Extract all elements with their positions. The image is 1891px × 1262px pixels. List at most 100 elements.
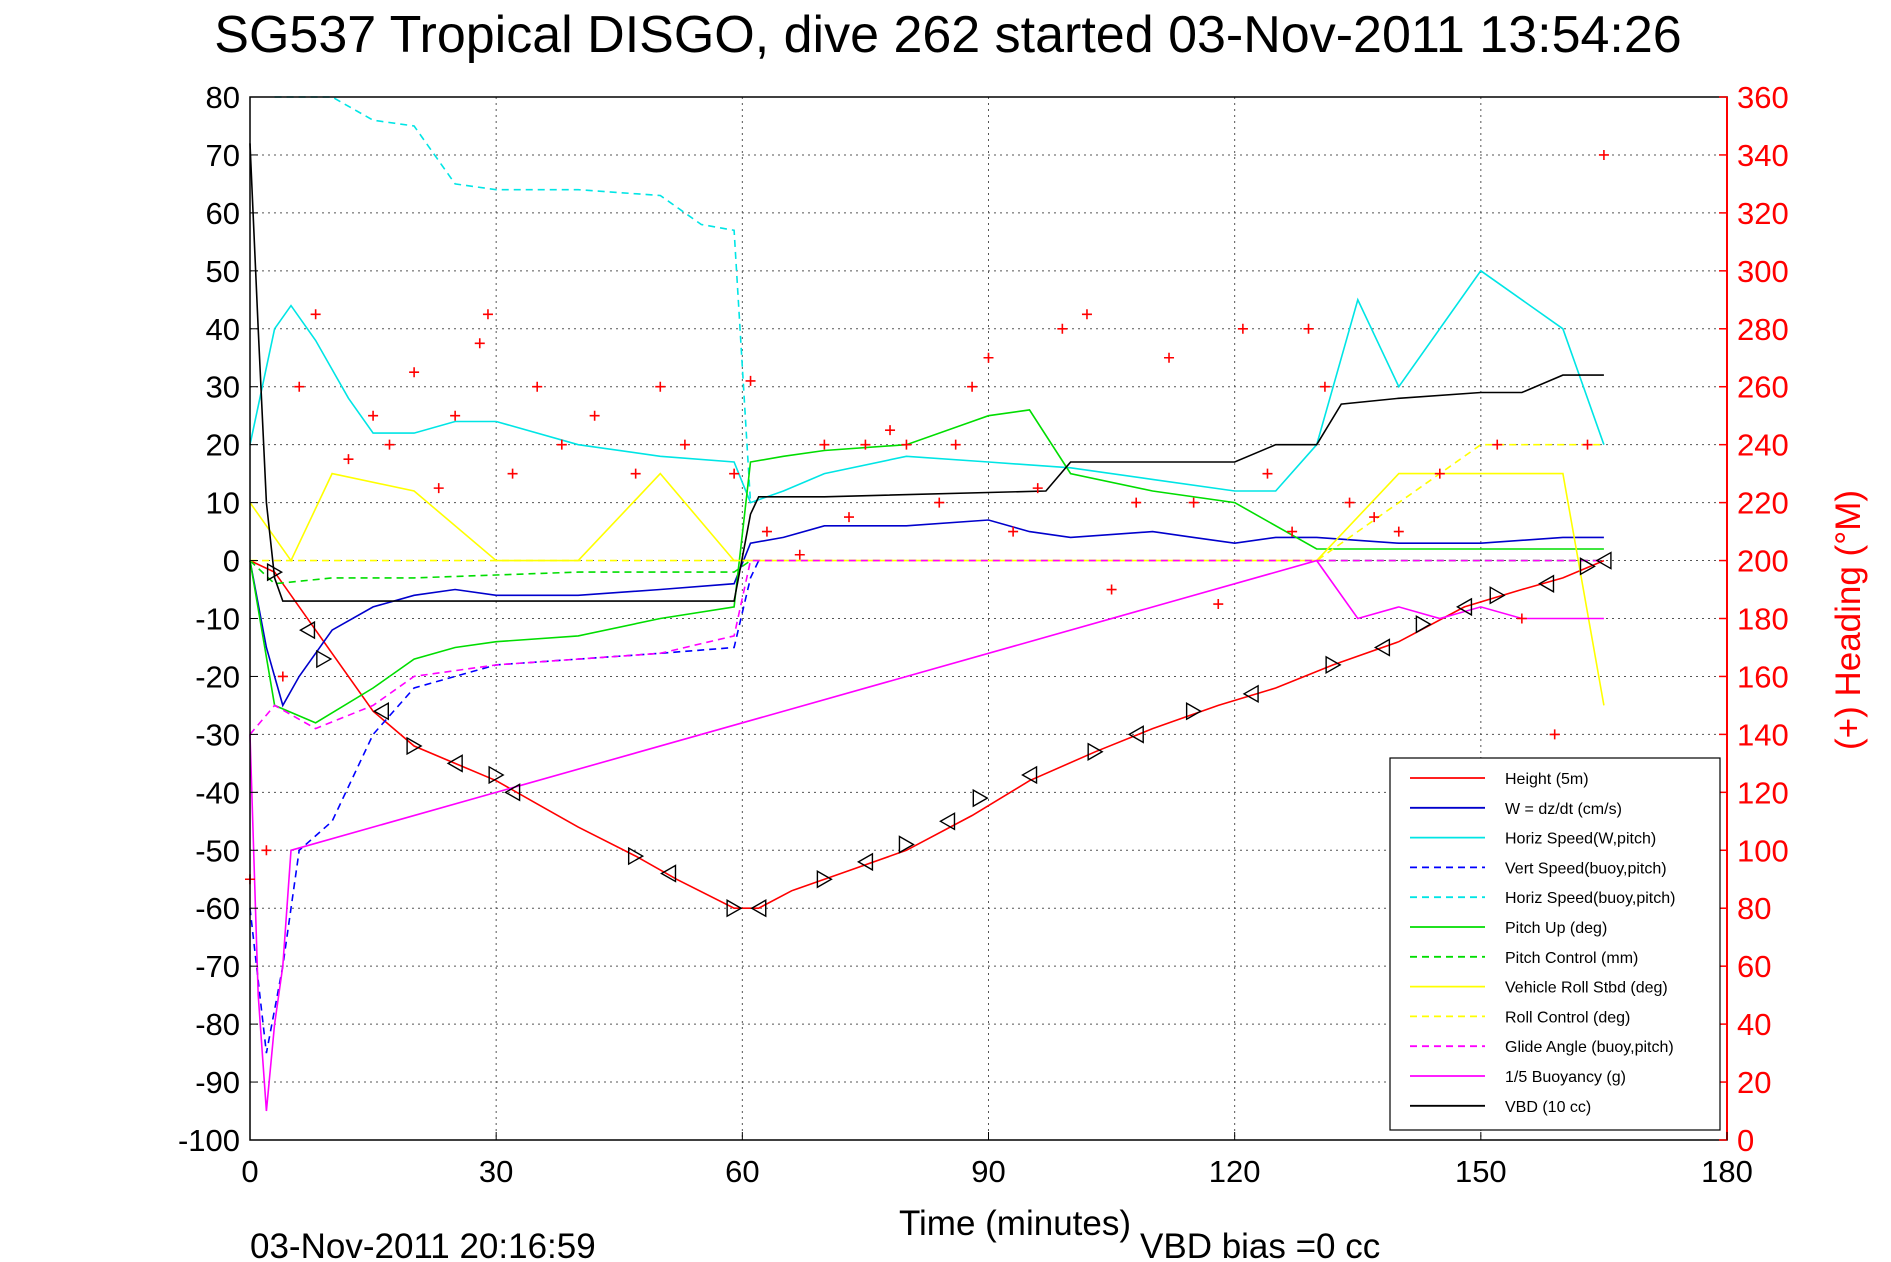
heading-point <box>819 439 830 450</box>
height-marker <box>299 620 316 640</box>
heading-point <box>294 381 305 392</box>
heading-point <box>1393 526 1404 537</box>
height-marker <box>1489 586 1506 605</box>
y-left-tick-label: -30 <box>195 717 240 752</box>
series-line-3 <box>249 560 760 1054</box>
x-tick-label: 120 <box>1209 1154 1261 1189</box>
y-left-tick-label: -90 <box>195 1065 240 1100</box>
legend-label: 1/5 Buoyancy (g) <box>1505 1069 1626 1086</box>
heading-point <box>983 352 994 363</box>
height-marker <box>660 864 677 883</box>
x-axis-label: Time (minutes) <box>899 1204 1131 1243</box>
y-right-tick-label: 0 <box>1737 1123 1754 1158</box>
heading-point <box>556 439 567 450</box>
y-right-tick-label: 340 <box>1737 138 1789 173</box>
heading-point <box>679 439 690 450</box>
height-marker <box>1456 597 1473 617</box>
height-marker <box>488 765 505 785</box>
heading-point <box>655 381 666 392</box>
series-line-11 <box>249 143 1604 602</box>
y-left-tick-label: 60 <box>206 196 240 231</box>
height-marker <box>1325 655 1342 675</box>
y-right-tick-label: 240 <box>1737 428 1789 463</box>
heading-point <box>532 381 543 392</box>
heading-point <box>1213 599 1224 610</box>
heading-point <box>507 468 518 479</box>
height-marker <box>1415 615 1432 634</box>
height-marker <box>1373 638 1391 657</box>
height-marker <box>898 835 915 854</box>
heading-point <box>343 454 354 465</box>
heading-point <box>901 439 912 450</box>
height-marker <box>1185 702 1203 721</box>
height-marker <box>406 736 423 756</box>
heading-point <box>1106 584 1117 595</box>
heading-marker-layer <box>245 149 1609 885</box>
footer-timestamp: 03-Nov-2011 20:16:59 <box>250 1227 596 1262</box>
y-left-tick-label: -70 <box>195 949 240 984</box>
x-tick-label: 60 <box>725 1154 759 1189</box>
y-right-tick-label: 280 <box>1737 312 1789 347</box>
y-right-tick-label: 320 <box>1737 196 1789 231</box>
y-left-tick-label: 80 <box>206 80 240 115</box>
y-left-tick-label: 20 <box>206 428 240 463</box>
series-line-6 <box>249 559 1604 585</box>
heading-point <box>1434 468 1445 479</box>
height-marker <box>857 852 874 872</box>
heading-point <box>967 381 978 392</box>
heading-point <box>261 845 272 856</box>
heading-point <box>450 410 461 421</box>
y-right-tick-label: 140 <box>1737 717 1789 752</box>
heading-point <box>950 439 961 450</box>
heading-point <box>844 512 855 523</box>
legend-label: Horiz Speed(W,pitch) <box>1505 831 1656 848</box>
x-tick-label: 30 <box>479 1154 513 1189</box>
heading-point <box>745 375 756 386</box>
heading-point <box>1081 309 1092 320</box>
heading-point <box>310 309 321 320</box>
y-left-tick-label: -80 <box>195 1007 240 1042</box>
heading-point <box>277 671 288 682</box>
heading-point <box>1598 149 1609 160</box>
y-right-tick-label: 360 <box>1737 80 1789 115</box>
heading-point <box>1516 613 1527 624</box>
x-tick-label: 180 <box>1701 1154 1753 1189</box>
height-marker <box>1087 742 1104 761</box>
y-left-tick-label: 70 <box>206 138 240 173</box>
heading-point <box>794 549 805 560</box>
heading-point <box>384 439 395 450</box>
y-left-tick-label: -100 <box>178 1123 240 1158</box>
legend-label: Vert Speed(buoy,pitch) <box>1505 860 1667 877</box>
y-left-tick-label: -40 <box>195 775 240 810</box>
heading-point <box>1237 323 1248 334</box>
heading-point <box>1287 526 1298 537</box>
heading-point <box>482 309 493 320</box>
heading-point <box>1057 323 1068 334</box>
y-right-tick-label: 200 <box>1737 544 1789 579</box>
height-marker <box>1538 574 1555 593</box>
height-marker <box>372 702 389 721</box>
legend: Height (5m) W = dz/dt (cm/s) Horiz Speed(W… <box>1389 757 1721 1131</box>
height-marker <box>266 562 284 582</box>
y-axis-left-ticks: 80 70 60 50 40 30 20 10 0 -10 -20 -30 -40 -50 -60 -70 -8… <box>178 80 258 1158</box>
y-left-tick-label: 40 <box>206 312 240 347</box>
heading-point <box>433 483 444 494</box>
heading-point <box>1369 512 1380 523</box>
series-line-8 <box>250 443 1604 562</box>
y-left-tick-label: 30 <box>206 370 240 405</box>
legend-label: W = dz/dt (cm/s) <box>1505 801 1622 818</box>
y-right-tick-label: 120 <box>1737 775 1789 810</box>
y-right-tick-label: 300 <box>1737 254 1789 289</box>
legend-label: Vehicle Roll Stbd (deg) <box>1505 980 1668 997</box>
height-marker <box>1021 765 1038 785</box>
heading-point <box>1131 497 1142 508</box>
height-marker <box>1595 551 1612 570</box>
y-right-tick-label: 260 <box>1737 370 1789 405</box>
y-right-tick-label: 180 <box>1737 602 1789 637</box>
y-right-tick-label: 20 <box>1737 1065 1771 1100</box>
height-marker <box>1127 725 1144 744</box>
heading-point <box>1032 483 1043 494</box>
legend-label: Roll Control (deg) <box>1505 1009 1630 1026</box>
legend-box <box>1389 757 1721 1131</box>
